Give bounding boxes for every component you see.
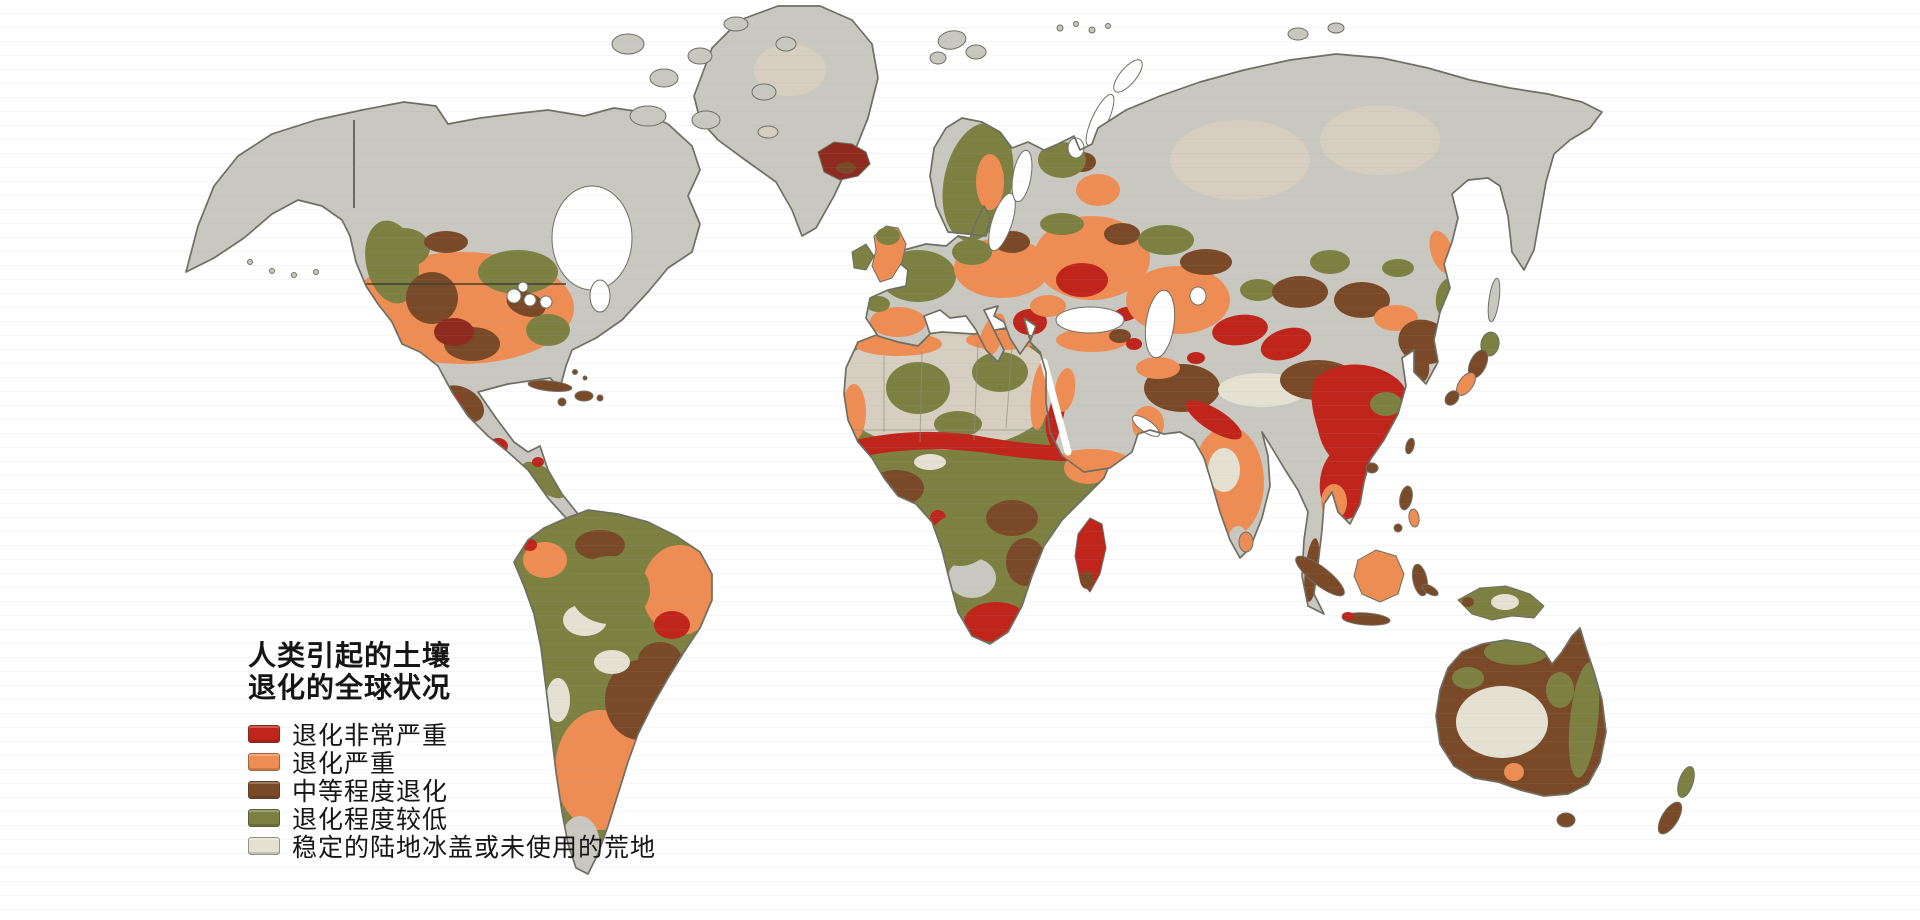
arctic-islands: [247, 16, 1345, 278]
legend-item: 退化非常严重: [248, 721, 656, 750]
legend-item: 稳定的陆地冰盖或未使用的荒地: [248, 833, 656, 862]
map-legend: 人类引起的土壤 退化的全球状况 退化非常严重 退化严重 中等程度退化 退化程度较低 稳定…: [248, 640, 656, 862]
great-lakes: [506, 281, 553, 309]
legend-label: 退化程度较低: [292, 804, 449, 834]
australia-degradation-patches: [1452, 639, 1600, 781]
legend-label: 退化严重: [292, 748, 397, 778]
new-zealand: [1657, 766, 1695, 835]
legend-item: 退化严重: [248, 749, 656, 778]
tasmania: [1556, 812, 1576, 828]
continent-north-america: [185, 101, 701, 519]
legend-label: 中等程度退化: [292, 776, 449, 806]
iceland: [817, 141, 871, 181]
legend-item: 中等程度退化: [248, 777, 656, 806]
hudson-bay: [551, 185, 633, 313]
red-sea: [1040, 358, 1072, 456]
legend-label: 稳定的陆地冰盖或未使用的荒地: [292, 832, 657, 862]
legend-label: 退化非常严重: [292, 720, 449, 750]
continent-australia: [1435, 627, 1607, 797]
caribbean-islands: [527, 369, 604, 407]
madagascar: [1074, 517, 1107, 593]
greenland: [693, 5, 879, 237]
legend-swatch: [248, 808, 280, 827]
south-america-degradation-patches: [523, 530, 712, 874]
inland-seas: [988, 137, 1207, 456]
legend-swatch: [248, 836, 280, 855]
sahara-country-borders: [850, 341, 1044, 443]
japan: [1444, 277, 1501, 406]
british-isles: [851, 225, 907, 283]
map-title-line1: 人类引起的土壤: [248, 639, 452, 672]
legend-swatch: [248, 780, 280, 799]
legend-swatch: [248, 724, 280, 743]
legend-swatch: [248, 752, 280, 771]
continent-south-america: [513, 509, 713, 875]
map-title-line2: 退化的全球状况: [248, 670, 452, 704]
legend-item: 退化程度较低: [248, 805, 656, 834]
legend-items: 退化非常严重 退化严重 中等程度退化 退化程度较低 稳定的陆地冰盖或未使用的荒地: [248, 721, 656, 862]
map-title: 人类引起的土壤 退化的全球状况: [248, 640, 656, 704]
southeast-asian-islands: [1238, 437, 1439, 626]
new-guinea: [1457, 585, 1545, 621]
